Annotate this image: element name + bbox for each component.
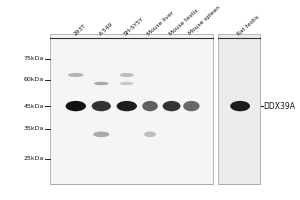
Ellipse shape — [120, 73, 134, 77]
Ellipse shape — [94, 82, 109, 85]
Text: 60kDa: 60kDa — [24, 77, 44, 82]
Text: SH-SY5Y: SH-SY5Y — [123, 16, 145, 36]
Ellipse shape — [120, 82, 134, 85]
Text: 75kDa: 75kDa — [24, 56, 44, 61]
Ellipse shape — [93, 132, 110, 137]
Ellipse shape — [68, 73, 84, 77]
Text: 35kDa: 35kDa — [24, 126, 44, 131]
Ellipse shape — [230, 101, 250, 111]
Ellipse shape — [183, 101, 200, 111]
Text: 45kDa: 45kDa — [24, 104, 44, 109]
Text: Mouse liver: Mouse liver — [147, 10, 175, 36]
Text: 25kDa: 25kDa — [24, 156, 44, 161]
Ellipse shape — [144, 132, 156, 137]
Text: DDX39A: DDX39A — [264, 102, 296, 111]
Bar — [218, 34, 260, 184]
Text: Mouse spleen: Mouse spleen — [188, 5, 222, 36]
Ellipse shape — [163, 101, 181, 111]
Ellipse shape — [66, 101, 86, 111]
Text: Mouse testis: Mouse testis — [168, 8, 199, 36]
Bar — [50, 34, 213, 184]
Text: A-549: A-549 — [98, 21, 114, 36]
Ellipse shape — [117, 101, 137, 111]
Text: 293T: 293T — [72, 23, 87, 36]
Ellipse shape — [92, 101, 111, 111]
Ellipse shape — [142, 101, 158, 111]
Text: Rat testis: Rat testis — [237, 14, 261, 36]
